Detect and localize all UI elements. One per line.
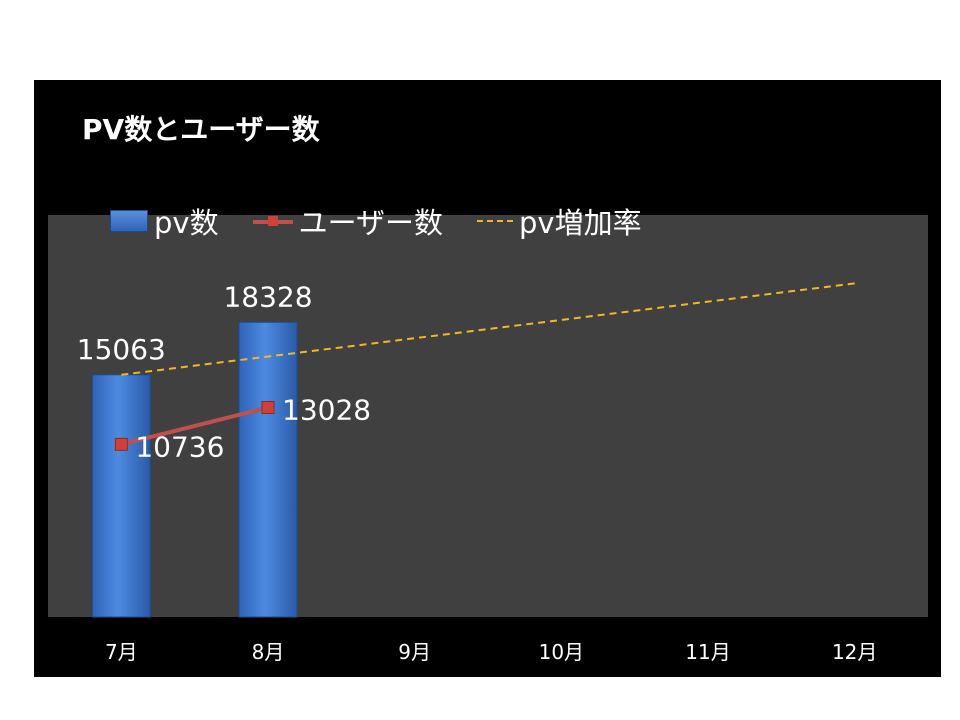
x-tick-label: 11月 — [685, 640, 730, 664]
legend-item-users: ユーザー数 — [252, 200, 443, 242]
pv-data-label: 18328 — [223, 280, 312, 313]
legend-label-users: ユーザー数 — [298, 206, 443, 240]
users-marker — [261, 401, 275, 415]
legend-item-pv: pv数 — [110, 200, 219, 242]
x-tick-label: 12月 — [832, 640, 877, 664]
users-data-label: 10736 — [135, 430, 224, 463]
pv-bar — [91, 374, 151, 618]
users-data-label: 13028 — [282, 394, 371, 427]
x-tick-label: 10月 — [539, 640, 584, 664]
x-tick-label: 7月 — [105, 640, 138, 664]
pv-growth-trendline — [121, 282, 855, 376]
legend-swatch-dash — [477, 220, 513, 222]
legend-item-growth: pv増加率 — [477, 200, 642, 242]
chart-title: PV数とユーザー数 — [82, 113, 320, 146]
users-marker — [114, 437, 128, 451]
pv-bar — [238, 321, 298, 618]
legend-label-pv: pv数 — [154, 206, 219, 240]
x-tick-label: 9月 — [398, 640, 431, 664]
pv-data-label: 15063 — [77, 333, 166, 366]
legend-swatch-bar — [110, 210, 148, 232]
plot-area — [48, 215, 928, 617]
legend-label-growth: pv増加率 — [519, 206, 642, 240]
users-line — [120, 405, 269, 447]
chart-legend: pv数 ユーザー数 pv増加率 — [110, 199, 676, 243]
legend-swatch-line — [252, 211, 293, 231]
x-tick-label: 8月 — [252, 640, 285, 664]
